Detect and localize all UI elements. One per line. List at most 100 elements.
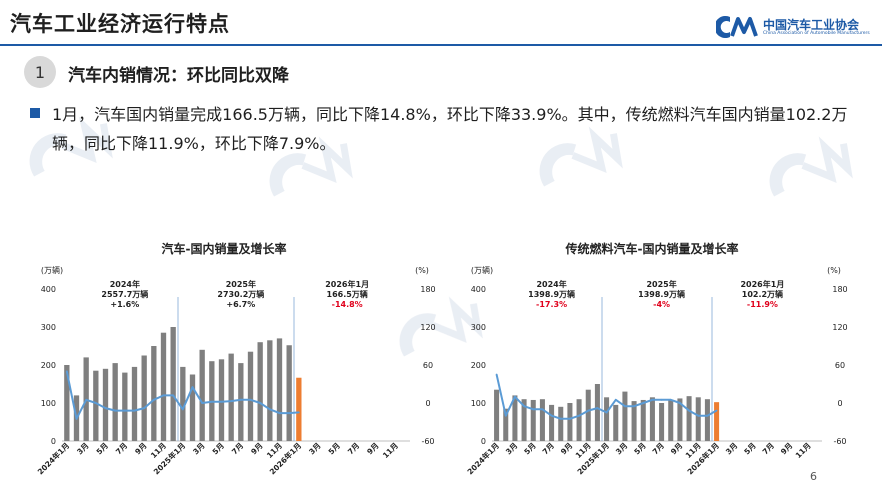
- growth-rate-point: [523, 405, 525, 408]
- bar: [622, 391, 628, 441]
- annotation-total: 2730.2万辆: [217, 289, 264, 299]
- annotation-year: 2026年1月: [740, 279, 784, 289]
- annotation-total: 1398.9万辆: [638, 289, 685, 299]
- x-tick-label: 5月: [211, 441, 226, 456]
- growth-rate-point: [614, 398, 617, 401]
- x-tick-label: 5月: [632, 441, 647, 456]
- bar: [594, 384, 600, 441]
- y2-tick-label: 120: [832, 323, 847, 332]
- growth-rate-point: [65, 370, 68, 373]
- x-tick-label: 11月: [381, 441, 400, 460]
- y2-tick-label: -60: [421, 437, 434, 446]
- annotation-total: 1398.9万辆: [528, 289, 575, 299]
- y2-tick-label: 180: [420, 285, 435, 294]
- growth-rate-point: [210, 400, 213, 403]
- annotation-total: 2557.7万辆: [101, 289, 148, 299]
- y2-axis-unit: (%): [827, 266, 841, 275]
- growth-rate-point: [495, 373, 498, 376]
- x-tick-label: 7月: [651, 441, 666, 456]
- x-tick-label: 3月: [504, 441, 519, 456]
- caam-logo-icon: [716, 16, 758, 38]
- bar: [112, 363, 118, 441]
- bar: [286, 345, 292, 441]
- growth-rate-point: [651, 398, 654, 401]
- growth-rate-point: [559, 417, 562, 420]
- y2-tick-label: 60: [835, 361, 845, 370]
- section-title: 汽车内销情况：环比同比双降: [68, 66, 289, 86]
- bar-highlight: [296, 377, 302, 441]
- x-tick-label: 9月: [669, 441, 684, 456]
- growth-rate-point: [133, 409, 136, 412]
- bar: [567, 403, 573, 441]
- growth-rate-point: [201, 402, 204, 404]
- growth-rate-point: [679, 402, 681, 404]
- summary-text: 1月，汽车国内销量完成166.5万辆，同比下降14.8%，环比下降33.9%。其…: [52, 105, 848, 153]
- annotation-growth: -11.9%: [747, 300, 778, 309]
- bar: [649, 397, 655, 441]
- x-tick-label: 3月: [307, 441, 322, 456]
- growth-rate-point: [191, 386, 194, 389]
- bar: [530, 399, 536, 441]
- bar: [257, 342, 263, 441]
- x-tick-label: 5月: [327, 441, 342, 456]
- x-tick-label: 7月: [230, 441, 245, 456]
- y-axis-unit: (万辆): [471, 265, 493, 275]
- x-tick-label: 3月: [724, 441, 739, 456]
- y-tick-label: 300: [41, 323, 56, 332]
- growth-rate-point: [114, 409, 117, 412]
- x-tick-label: 7月: [114, 441, 129, 456]
- growth-rate-point: [504, 414, 507, 417]
- y2-tick-label: 0: [837, 399, 842, 408]
- growth-rate-point: [660, 398, 663, 401]
- x-tick-label: 5月: [95, 441, 110, 456]
- chart-title: 传统燃料汽车-国内销量及增长率: [565, 241, 739, 256]
- bar: [494, 389, 500, 441]
- growth-rate-point: [514, 395, 516, 398]
- bar: [558, 406, 564, 441]
- bar: [93, 370, 99, 441]
- bar: [521, 399, 527, 441]
- growth-rate-point: [706, 414, 709, 417]
- x-tick-label: 3月: [191, 441, 206, 456]
- growth-rate-point: [239, 398, 242, 401]
- annotation-growth: +6.7%: [226, 300, 255, 309]
- logo-text-en: China Association of Automobile Manufact…: [763, 31, 870, 36]
- growth-rate-point: [268, 408, 271, 411]
- y-tick-label: 400: [471, 285, 486, 294]
- x-tick-label: 9月: [249, 441, 264, 456]
- growth-rate-point: [624, 405, 626, 408]
- growth-rate-point: [220, 400, 223, 403]
- growth-rate-point: [550, 414, 553, 417]
- chart-svg: 汽车-国内销量及增长率 (万辆) (%) 0 100 200 300 400 -60 0 60 120…: [35, 241, 436, 476]
- growth-rate-point: [85, 398, 88, 401]
- growth-rate-point: [123, 409, 126, 412]
- y-tick-label: 400: [41, 285, 56, 294]
- bar: [512, 395, 518, 441]
- y2-tick-label: 60: [423, 361, 433, 370]
- x-tick-label: 9月: [133, 441, 148, 456]
- x-tick-label: 7月: [346, 441, 361, 456]
- y2-tick-label: -60: [833, 437, 846, 446]
- y-tick-label: 300: [471, 323, 486, 332]
- growth-rate-point: [669, 398, 672, 401]
- x-tick-label: 5月: [742, 441, 757, 456]
- y2-tick-label: 0: [425, 399, 430, 408]
- growth-rate-point: [249, 398, 252, 401]
- x-tick-label: 7月: [541, 441, 556, 456]
- growth-rate-point: [633, 405, 635, 408]
- bar: [631, 401, 637, 441]
- x-tick-label: 7月: [761, 441, 776, 456]
- annotation-total: 102.2万辆: [742, 289, 783, 299]
- growth-rate-point: [697, 414, 700, 417]
- bar: [180, 366, 186, 441]
- bar: [141, 355, 147, 441]
- bar: [160, 332, 167, 441]
- growth-rate-point: [715, 409, 718, 412]
- growth-rate-point: [297, 411, 300, 414]
- bar: [276, 338, 283, 441]
- growth-rate-point: [587, 409, 590, 412]
- bar: [686, 396, 692, 441]
- bar: [604, 397, 610, 441]
- bar: [704, 399, 710, 441]
- x-tick-label: 9月: [559, 441, 574, 456]
